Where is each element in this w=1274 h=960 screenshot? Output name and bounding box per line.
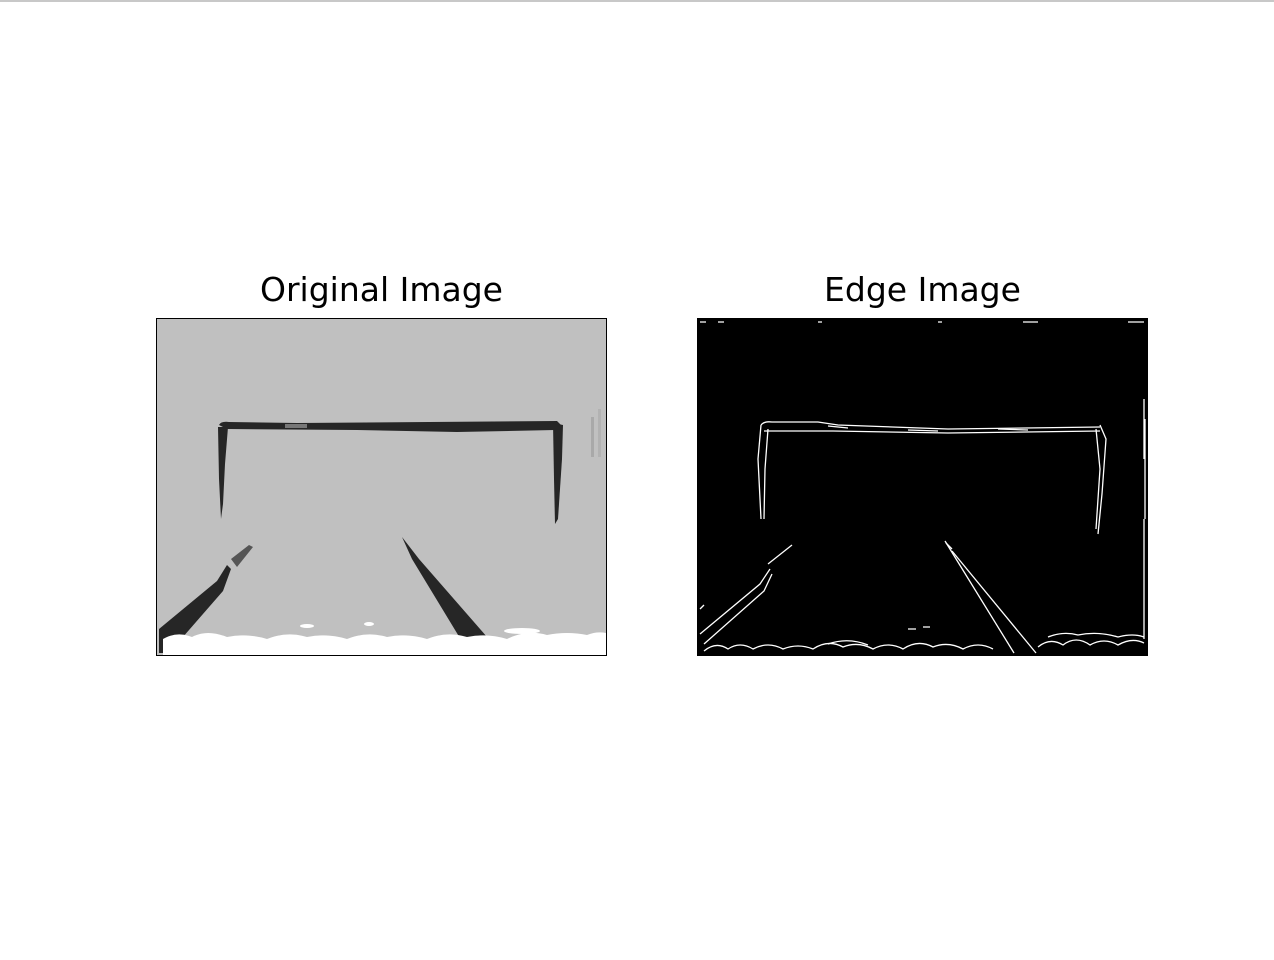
- original-image-title: Original Image: [260, 270, 503, 309]
- edge-image-title: Edge Image: [824, 270, 1021, 309]
- original-image: [157, 319, 606, 655]
- original-image-panel: [156, 318, 607, 656]
- window-top-border: [0, 0, 1274, 2]
- edge-image-panel: [697, 318, 1148, 656]
- edge-image: [698, 319, 1147, 655]
